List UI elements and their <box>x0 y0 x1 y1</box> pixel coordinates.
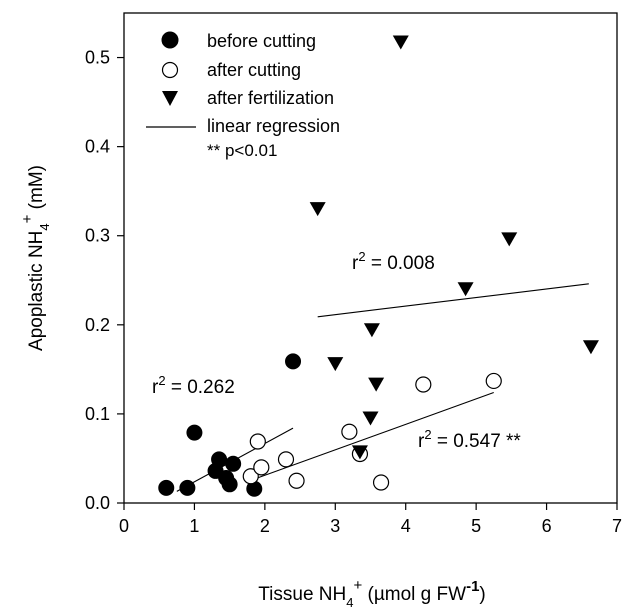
legend-marker-after-cutting <box>161 61 179 79</box>
r2-label-before-cutting: r2 = 0.262 <box>152 373 235 398</box>
x-tick-label: 7 <box>612 516 622 536</box>
point-after-cutting <box>242 468 259 485</box>
point-after-fertilization <box>582 340 599 355</box>
point-after-fertilization <box>351 445 368 460</box>
point-after-fertilization <box>457 282 474 297</box>
legend-marker-before-cutting <box>161 31 179 49</box>
point-before-cutting <box>285 353 302 370</box>
y-tick-label: 0.2 <box>85 315 110 335</box>
point-after-fertilization <box>368 377 385 392</box>
y-tick-label: 0.4 <box>85 137 110 157</box>
point-after-cutting <box>341 423 358 440</box>
point-after-cutting <box>485 372 502 390</box>
point-after-cutting <box>288 472 305 489</box>
point-after-cutting <box>277 451 295 468</box>
regression-line <box>317 283 589 318</box>
r2-label-after-cutting: r2 = 0.547 ** <box>418 427 521 452</box>
point-before-cutting <box>158 479 175 496</box>
y-axis-ticks: 0.0 0.1 0.2 0.3 0.4 0.5 <box>85 48 124 513</box>
x-tick-label: 3 <box>330 516 340 536</box>
point-after-cutting <box>253 459 270 476</box>
y-axis-label: Apoplastic NH4+ (mM) <box>19 165 52 351</box>
point-after-fertilization <box>392 35 409 50</box>
plot-area <box>123 12 618 504</box>
point-after-fertilization <box>501 232 518 247</box>
x-axis-ticks: 0 1 2 3 4 5 6 7 <box>119 503 622 536</box>
x-tick-label: 2 <box>260 516 270 536</box>
point-after-cutting <box>415 376 432 393</box>
legend-marker-after-fertilization <box>162 91 178 106</box>
r2-label-after-fertilization: r2 = 0.008 <box>352 249 435 274</box>
legend: before cutting after cutting after ferti… <box>146 31 340 160</box>
point-after-cutting <box>249 433 266 450</box>
x-tick-label: 5 <box>471 516 481 536</box>
legend-label-after-cutting: after cutting <box>207 60 301 80</box>
point-before-cutting <box>186 424 203 441</box>
legend-label-after-fertilization: after fertilization <box>207 88 334 108</box>
point-after-fertilization <box>327 357 344 372</box>
x-tick-label: 4 <box>401 516 411 536</box>
y-tick-label: 0.0 <box>85 493 110 513</box>
point-after-cutting <box>372 474 390 491</box>
point-before-cutting <box>225 455 242 472</box>
y-tick-label: 0.3 <box>85 226 110 246</box>
point-before-cutting <box>179 479 196 496</box>
x-tick-label: 6 <box>542 516 552 536</box>
legend-label-before-cutting: before cutting <box>207 31 316 51</box>
point-after-fertilization <box>309 202 326 217</box>
point-before-cutting <box>221 476 238 493</box>
data-points <box>158 35 599 497</box>
point-after-fertilization <box>363 323 380 338</box>
y-tick-label: 0.5 <box>85 48 110 68</box>
point-before-cutting <box>211 451 228 468</box>
x-axis-label: Tissue NH4+ (µmol g FW-1) <box>258 577 486 610</box>
x-tick-label: 1 <box>189 516 199 536</box>
y-tick-label: 0.1 <box>85 404 110 424</box>
legend-label-linear-regression: linear regression <box>207 116 340 136</box>
legend-significance-note: ** p<0.01 <box>207 141 277 160</box>
x-tick-label: 0 <box>119 516 129 536</box>
point-after-fertilization <box>362 411 379 426</box>
